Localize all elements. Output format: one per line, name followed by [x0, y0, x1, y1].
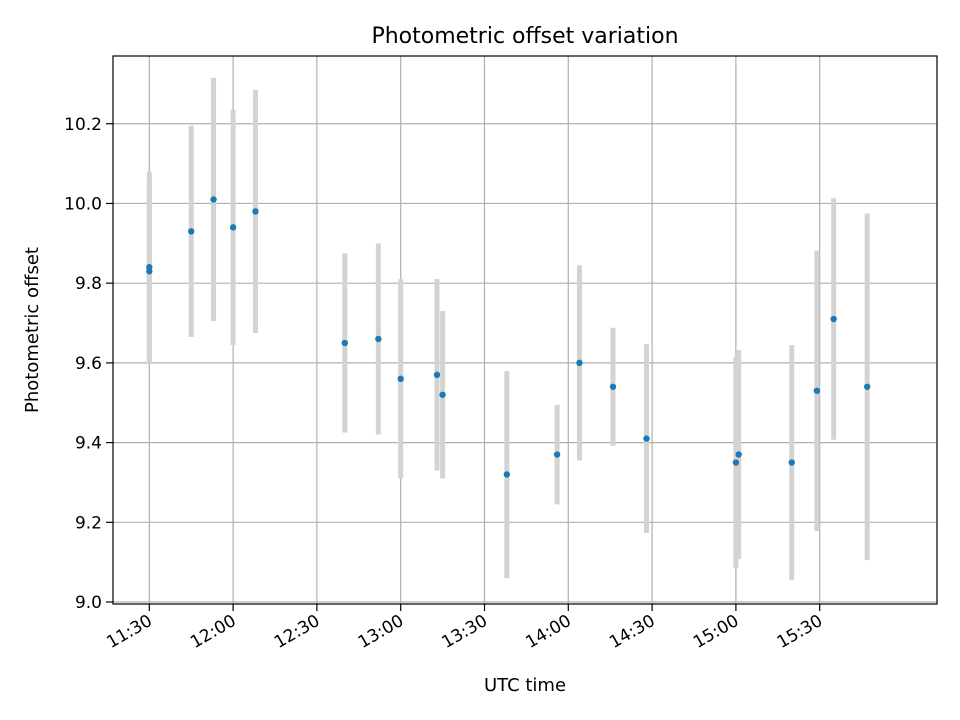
data-point — [788, 459, 795, 466]
data-point — [643, 435, 650, 442]
y-axis-label: Photometric offset — [22, 247, 43, 413]
chart-title: Photometric offset variation — [371, 24, 678, 49]
data-point — [341, 339, 349, 347]
y-tick-label: 9.6 — [75, 354, 102, 374]
data-point — [397, 375, 404, 383]
data-point — [146, 268, 153, 275]
data-point — [830, 315, 837, 323]
data-point — [439, 391, 446, 398]
data-point — [609, 383, 617, 390]
y-tick-label: 10.2 — [64, 115, 102, 135]
data-point — [188, 228, 195, 235]
data-point — [576, 359, 583, 367]
data-point — [735, 451, 742, 458]
x-axis-label: UTC time — [484, 675, 566, 696]
data-point — [375, 335, 382, 343]
y-tick-label: 9.4 — [75, 434, 102, 454]
plot-frame — [112, 55, 938, 605]
data-point — [732, 459, 740, 466]
y-tick-label: 10.0 — [64, 194, 102, 214]
y-tick-label: 9.2 — [75, 513, 102, 533]
y-tick-label: 9.0 — [75, 593, 102, 613]
data-point — [252, 208, 259, 215]
data-point — [210, 196, 217, 203]
point-layer — [146, 196, 871, 478]
data-point — [229, 224, 237, 231]
data-point — [553, 451, 561, 458]
grid-layer — [113, 56, 937, 604]
data-point — [863, 383, 871, 390]
y-tick-label: 9.8 — [75, 274, 102, 294]
data-point — [813, 387, 821, 394]
data-point — [503, 471, 511, 478]
data-point — [433, 371, 441, 379]
